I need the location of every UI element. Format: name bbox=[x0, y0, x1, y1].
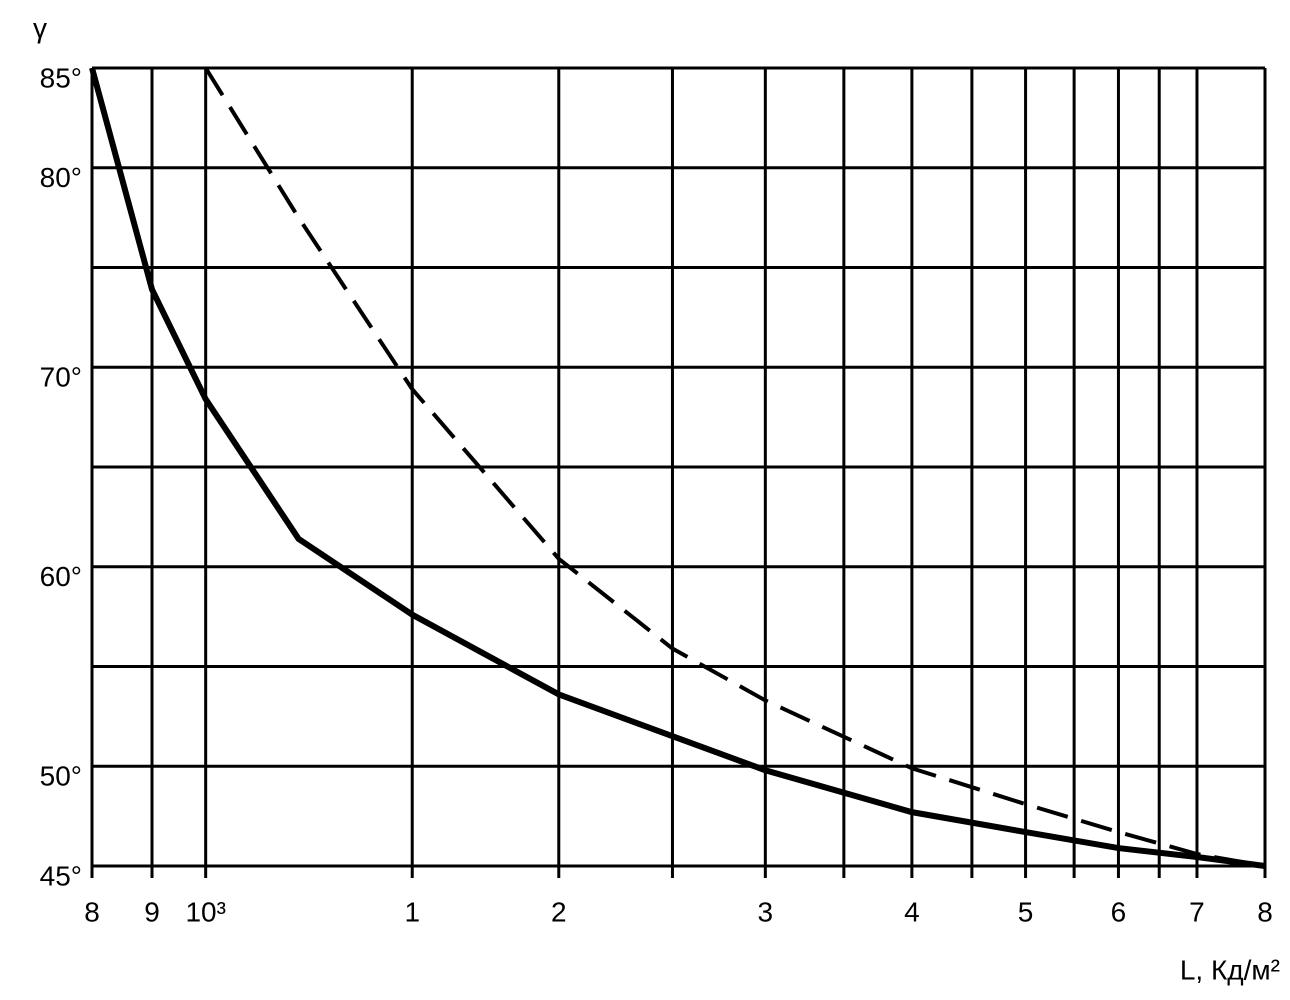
y-axis-label: γ bbox=[33, 12, 47, 43]
x-tick-label: 1 bbox=[404, 896, 420, 927]
y-tick-label: 80° bbox=[40, 162, 82, 193]
line-series bbox=[203, 66, 1266, 868]
x-axis-label: L, Кд/м² bbox=[1180, 954, 1280, 985]
y-tick-label: 70° bbox=[40, 362, 82, 393]
y-tick-label: 45° bbox=[40, 860, 82, 891]
x-tick-label: 9 bbox=[144, 896, 160, 927]
x-tick-label: 4 bbox=[904, 896, 920, 927]
x-tick-label: 8 bbox=[84, 896, 100, 927]
x-tick-label: 6 bbox=[1111, 896, 1127, 927]
y-tick-label: 60° bbox=[40, 561, 82, 592]
y-tick-label: 50° bbox=[40, 761, 82, 792]
x-tick-label: 2 bbox=[551, 896, 567, 927]
line-series bbox=[89, 67, 1266, 869]
x-tick-label: 3 bbox=[758, 896, 774, 927]
x-tick-label: 10³ bbox=[185, 896, 225, 927]
x-tick-label: 7 bbox=[1189, 896, 1205, 927]
x-tick-label: 5 bbox=[1018, 896, 1034, 927]
x-tick-label: 8 bbox=[1257, 896, 1273, 927]
y-tick-label: 85° bbox=[40, 62, 82, 93]
